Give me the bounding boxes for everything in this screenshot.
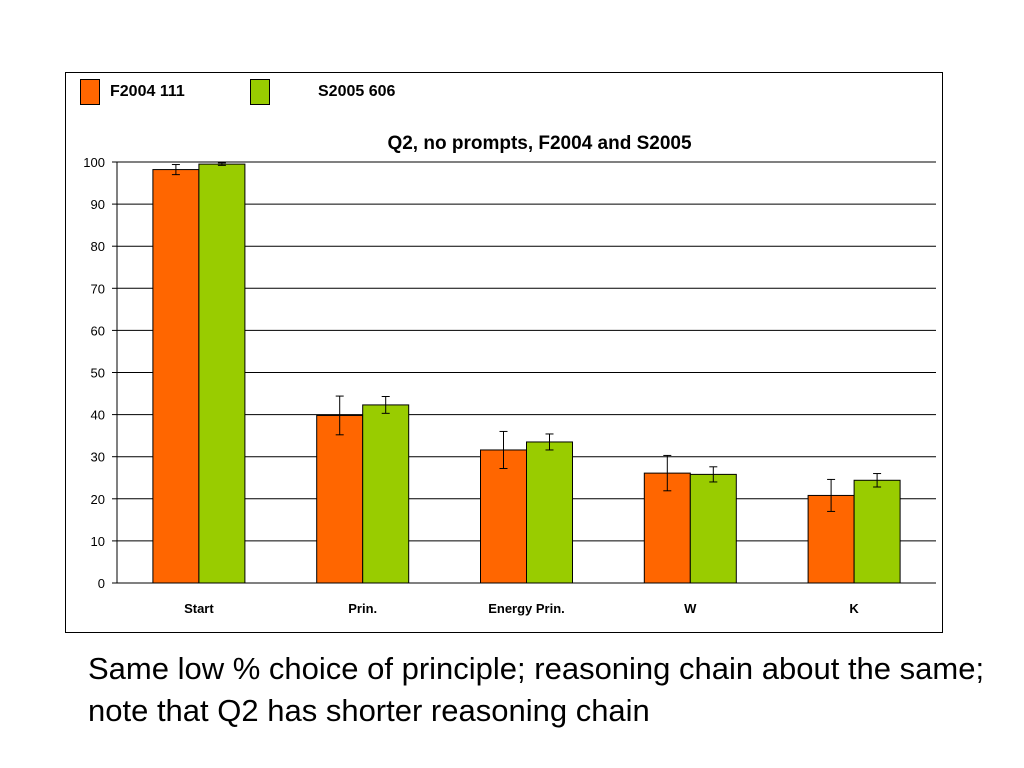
- x-tick-label: Start: [184, 601, 214, 616]
- y-tick-label: 100: [83, 155, 105, 170]
- chart-title: Q2, no prompts, F2004 and S2005: [387, 133, 692, 154]
- bar: [853, 479, 901, 584]
- bar: [198, 163, 246, 584]
- y-tick-label: 30: [91, 450, 105, 465]
- bar: [689, 473, 737, 584]
- bar: [152, 169, 200, 584]
- bar: [316, 414, 364, 584]
- chart-frame: F2004 111 S2005 606 Q2, no prompts, F200…: [65, 72, 943, 633]
- y-tick-label: 90: [91, 197, 105, 212]
- x-tick-label: Energy Prin.: [488, 601, 565, 616]
- bar-chart: Q2, no prompts, F2004 and S2005 0 10 20 30 40…: [83, 133, 936, 616]
- y-tick-label: 40: [91, 408, 105, 423]
- y-tick-label: 80: [91, 239, 105, 254]
- legend-label-f2004: F2004 111: [110, 83, 185, 100]
- y-tick-label: 70: [91, 281, 105, 296]
- x-tick-label: Prin.: [348, 601, 377, 616]
- y-tick-label: 60: [91, 323, 105, 338]
- legend-item-f2004: F2004 111: [80, 79, 185, 105]
- legend-label-s2005: S2005 606: [318, 83, 396, 100]
- y-tick-label: 0: [98, 576, 105, 591]
- x-tick-label: K: [849, 601, 859, 616]
- bar: [480, 449, 527, 584]
- y-tick-label: 50: [91, 366, 105, 381]
- x-tick-label: W: [684, 601, 697, 616]
- legend-item-s2005: S2005 606: [250, 79, 395, 105]
- y-tick-label: 20: [91, 492, 105, 507]
- bar: [362, 404, 410, 584]
- y-tick-label: 10: [91, 534, 105, 549]
- bar: [643, 472, 691, 584]
- legend-swatch-s2005: [250, 79, 270, 105]
- slide-caption: Same low % choice of principle; reasonin…: [88, 651, 985, 728]
- legend-swatch-f2004: [80, 79, 100, 105]
- bar: [526, 441, 573, 584]
